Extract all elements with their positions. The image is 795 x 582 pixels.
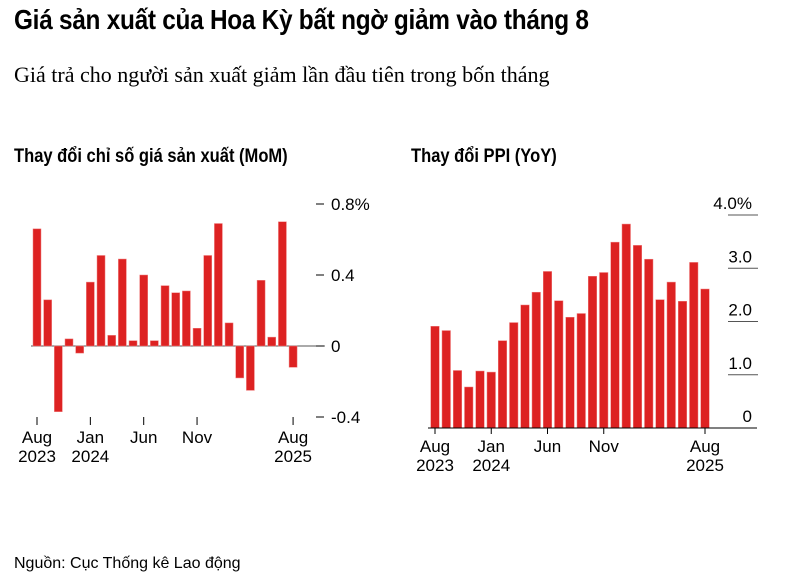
mom-bar-2024-02 bbox=[96, 255, 106, 347]
mom-bar-2024-01 bbox=[86, 281, 95, 347]
chart-subtitle: Giá trả cho người sản xuất giảm lần đầu … bbox=[14, 62, 550, 87]
mom-y-tick-label: 0.4 bbox=[331, 266, 355, 285]
mom-x-tick-year: 2023 bbox=[18, 447, 56, 466]
mom-x-tick-year: 2025 bbox=[274, 447, 312, 466]
mom-y-tick-label: 0.8% bbox=[331, 195, 370, 214]
yoy-bar-2025-08 bbox=[700, 288, 710, 429]
yoy-bar-2025-06 bbox=[678, 301, 687, 429]
yoy-bar-2025-07 bbox=[689, 262, 699, 429]
yoy-bar-2024-12 bbox=[610, 241, 620, 429]
mom-bar-2024-09 bbox=[171, 292, 180, 347]
yoy-bar-2025-04 bbox=[655, 299, 665, 429]
yoy-x-tick-label: Aug bbox=[690, 437, 720, 456]
yoy-bar-2024-07 bbox=[554, 300, 564, 429]
mom-y-tick-label: 0 bbox=[331, 337, 340, 356]
yoy-bar-2024-05 bbox=[531, 291, 541, 429]
mom-bar-2025-01 bbox=[214, 223, 223, 347]
mom-x-tick-year: 2024 bbox=[71, 447, 109, 466]
mom-bar-2024-03 bbox=[107, 335, 116, 347]
yoy-bar-2024-08 bbox=[565, 316, 575, 429]
mom-bar-2025-02 bbox=[224, 322, 234, 347]
yoy-bar-2025-05 bbox=[666, 281, 676, 429]
mom-bar-2025-04 bbox=[246, 345, 255, 391]
mom-y-tick-label: -0.4 bbox=[331, 408, 360, 427]
mom-x-tick-label: Jan bbox=[77, 428, 104, 447]
yoy-bar-2025-02 bbox=[633, 245, 642, 429]
mom-bar-2025-07 bbox=[278, 221, 287, 347]
yoy-bar-2025-01 bbox=[621, 223, 631, 429]
mom-x-tick-label: Aug bbox=[278, 428, 308, 447]
yoy-x-tick-label: Nov bbox=[589, 437, 620, 456]
yoy-y-tick-label: 1.0 bbox=[728, 354, 752, 373]
yoy-x-tick-year: 2023 bbox=[416, 456, 454, 475]
mom-bar-2025-08 bbox=[288, 345, 298, 368]
yoy-bar-2023-11 bbox=[464, 386, 474, 429]
source-note: Nguồn: Cục Thống kê Lao động bbox=[14, 555, 241, 572]
mom-x-tick-label: Nov bbox=[182, 428, 213, 447]
mom-chart-title: Thay đổi chỉ số giá sản xuất (MoM) bbox=[14, 146, 288, 167]
yoy-bar-2023-10 bbox=[453, 370, 462, 429]
yoy-x-tick-year: 2024 bbox=[472, 456, 510, 475]
mom-bar-2023-08 bbox=[32, 228, 42, 347]
mom-bar-2025-03 bbox=[235, 345, 244, 379]
mom-bar-2023-09 bbox=[43, 299, 52, 347]
yoy-y-tick-label: 4.0% bbox=[713, 194, 752, 213]
mom-bar-2025-06 bbox=[267, 336, 276, 347]
yoy-y-tick-label: 0 bbox=[743, 407, 752, 426]
mom-bar-2023-12 bbox=[75, 345, 84, 354]
mom-bar-2023-11 bbox=[64, 338, 74, 347]
mom-bar-2024-10 bbox=[182, 290, 191, 347]
yoy-chart-title: Thay đổi PPI (YoY) bbox=[411, 146, 557, 167]
yoy-bar-2024-09 bbox=[576, 313, 586, 429]
mom-bar-2024-04 bbox=[118, 258, 127, 347]
mom-x-tick-label: Aug bbox=[22, 428, 52, 447]
yoy-y-tick-label: 3.0 bbox=[728, 247, 752, 266]
yoy-bar-2024-10 bbox=[588, 275, 597, 429]
yoy-bar-2024-03 bbox=[509, 322, 519, 429]
yoy-bar-2025-03 bbox=[644, 258, 654, 429]
yoy-bar-2023-08 bbox=[430, 326, 440, 429]
mom-bar-2024-06 bbox=[139, 274, 148, 347]
mom-bar-2024-11 bbox=[192, 328, 202, 347]
yoy-bar-2024-02 bbox=[498, 340, 507, 429]
mom-bar-2024-08 bbox=[160, 285, 170, 347]
chart-title: Giá sản xuất của Hoa Kỳ bất ngờ giảm vào… bbox=[14, 4, 589, 35]
yoy-bar-2024-06 bbox=[543, 271, 552, 429]
mom-x-tick-label: Jun bbox=[130, 428, 157, 447]
yoy-bar-2024-11 bbox=[599, 272, 609, 429]
yoy-x-tick-label: Aug bbox=[420, 437, 450, 456]
yoy-bar-2024-01 bbox=[486, 371, 496, 429]
yoy-x-tick-label: Jan bbox=[478, 437, 505, 456]
mom-bar-2024-05 bbox=[128, 340, 138, 347]
mom-bar-2025-05 bbox=[256, 280, 266, 347]
yoy-bar-2023-09 bbox=[441, 330, 451, 429]
mom-bar-2024-12 bbox=[203, 255, 212, 347]
yoy-x-tick-label: Jun bbox=[534, 437, 561, 456]
mom-bar-2023-10 bbox=[54, 345, 63, 412]
yoy-bar-2023-12 bbox=[475, 370, 485, 429]
yoy-y-tick-label: 2.0 bbox=[728, 301, 752, 320]
yoy-x-tick-year: 2025 bbox=[686, 456, 724, 475]
mom-bar-2024-07 bbox=[150, 340, 159, 347]
yoy-bar-2024-04 bbox=[520, 304, 530, 429]
